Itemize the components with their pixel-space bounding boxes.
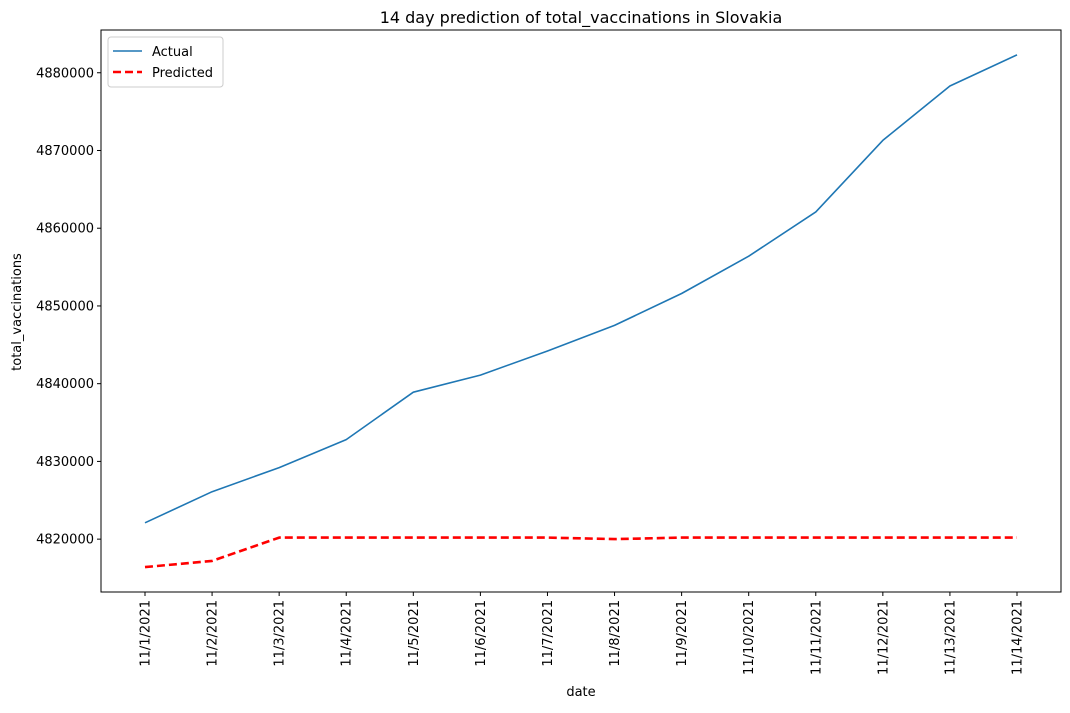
x-tick-label: 11/10/2021 bbox=[742, 600, 757, 675]
y-tick-label: 4870000 bbox=[36, 144, 94, 159]
x-tick-label: 11/5/2021 bbox=[407, 600, 422, 667]
legend-label-actual: Actual bbox=[152, 45, 193, 60]
x-tick-label: 11/8/2021 bbox=[608, 600, 623, 667]
x-axis: 11/1/2021 11/2/2021 11/3/2021 11/4/2021 11/5… bbox=[139, 592, 1026, 675]
x-tick-label: 11/12/2021 bbox=[876, 600, 891, 675]
y-tick-label: 4850000 bbox=[36, 299, 94, 314]
y-tick-label: 4840000 bbox=[36, 377, 94, 392]
legend-label-predicted: Predicted bbox=[152, 66, 213, 81]
plot-area bbox=[144, 54, 1018, 569]
y-tick-label: 4880000 bbox=[36, 66, 94, 81]
x-tick-label: 11/3/2021 bbox=[273, 600, 288, 667]
x-tick-label: 11/14/2021 bbox=[1011, 600, 1026, 675]
x-tick-label: 11/2/2021 bbox=[206, 600, 221, 667]
x-tick-label: 11/7/2021 bbox=[541, 600, 556, 667]
series-line-predicted bbox=[144, 536, 1017, 569]
y-axis-label: total_vaccinations bbox=[10, 253, 25, 371]
series-line-actual bbox=[144, 54, 1018, 524]
y-axis: 4820000 4830000 4840000 4850000 4860000 48700… bbox=[36, 66, 101, 548]
x-tick-label: 11/6/2021 bbox=[474, 600, 489, 667]
x-tick-label: 11/1/2021 bbox=[139, 600, 154, 667]
chart-title: 14 day prediction of total_vaccinations … bbox=[380, 8, 783, 28]
y-tick-label: 4830000 bbox=[36, 455, 94, 470]
x-tick-label: 11/4/2021 bbox=[340, 600, 355, 667]
x-tick-label: 11/9/2021 bbox=[675, 600, 690, 667]
plot-frame bbox=[100, 29, 1062, 593]
y-tick-label: 4860000 bbox=[36, 222, 94, 237]
y-tick-label: 4820000 bbox=[36, 533, 94, 548]
legend-box bbox=[107, 36, 224, 88]
x-tick-label: 11/11/2021 bbox=[809, 600, 824, 675]
x-tick-label: 11/13/2021 bbox=[943, 600, 958, 675]
legend: Actual Predicted bbox=[107, 36, 224, 88]
x-axis-label: date bbox=[566, 685, 595, 700]
